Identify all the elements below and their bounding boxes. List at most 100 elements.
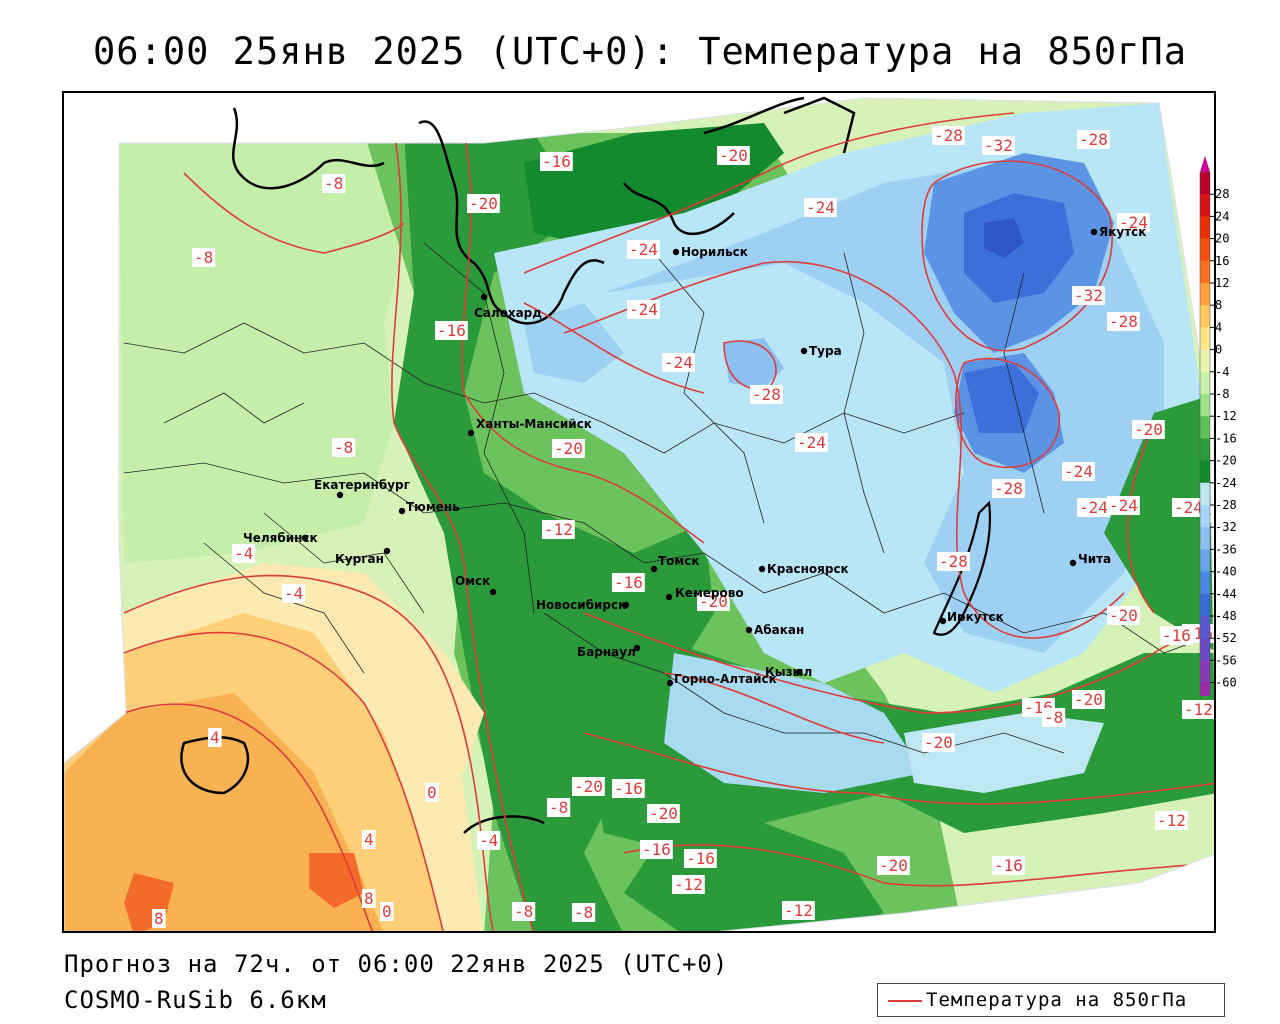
city-label: Кемерово (675, 586, 744, 600)
contour-label-box (1072, 690, 1105, 709)
colorbar-swatch (1200, 283, 1210, 306)
contour-label-box (932, 126, 965, 145)
contour-label-box (1160, 626, 1193, 645)
model-domain-border (64, 97, 1214, 931)
contour-label: -8 (334, 438, 353, 457)
colorbar-tick-label: -24 (1215, 476, 1237, 490)
map-canvas: -16 -20 -8 -20 -24 -24 -28 -32 -28 -8 -24 -16 -24 -32… (64, 96, 1214, 931)
contour-label: -20 (1109, 606, 1138, 625)
contour-label-box (612, 779, 645, 798)
colorbar-tick-label: -52 (1215, 631, 1237, 645)
contour-label-box (435, 321, 468, 340)
city-label: Тура (809, 344, 842, 358)
colorbar-tick-label: 8 (1215, 298, 1222, 312)
contour-labels: -16 -20 -8 -20 -24 -24 -28 -32 -28 -8 -24 -16 -24 -32… (152, 126, 1214, 928)
colorbar-swatch (1200, 682, 1210, 696)
contour-label-box (672, 875, 705, 894)
contour-label: -24 (629, 240, 658, 259)
contour-label: -20 (719, 146, 748, 165)
contour-label-box (380, 902, 394, 921)
contour-label-box (1182, 700, 1214, 719)
contour-label: 4 (364, 830, 374, 849)
colorbar-swatch (1200, 527, 1210, 550)
contour-label-box (362, 889, 376, 908)
contour-label: -20 (879, 856, 908, 875)
contour-label-box (1107, 606, 1140, 625)
city-dot (467, 429, 475, 437)
city-dot (633, 644, 641, 652)
city-dot (1069, 559, 1077, 567)
city-dot (1090, 228, 1098, 236)
city-dot (383, 547, 391, 555)
model-caption: COSMO-RuSib 6.6км (64, 986, 327, 1014)
city-dot (758, 565, 766, 573)
city-dot (489, 588, 497, 596)
contour-label: -4 (479, 831, 498, 850)
city-label: Томск (658, 554, 700, 568)
city-label: Салехард (474, 306, 542, 320)
contour-label-box (717, 146, 750, 165)
contour-label-box (152, 909, 166, 928)
contour-label-box (877, 856, 910, 875)
contour-label-box (1077, 498, 1110, 517)
colorbar-tick-label: -32 (1215, 520, 1237, 534)
contour-label-box (512, 902, 536, 921)
contour-label-box (662, 353, 695, 372)
contour-label: -24 (797, 433, 826, 452)
contour-label: -20 (699, 592, 728, 611)
contour-label-box (282, 584, 306, 603)
contour-label: 0 (427, 783, 437, 802)
contour-label-box (572, 903, 596, 922)
contour-label: -28 (994, 479, 1023, 498)
colorbar-tick-label: 16 (1215, 254, 1229, 268)
contour-label-box (750, 385, 783, 404)
colorbar-swatch (1200, 438, 1210, 462)
contour-label: -24 (664, 353, 693, 372)
contour-label: -32 (1074, 286, 1103, 305)
contour-label-box (477, 831, 501, 850)
colorbar-tick-label: -36 (1215, 542, 1237, 556)
contour-label-box (208, 728, 222, 747)
contour-label: -28 (1079, 130, 1108, 149)
contour-label-box (782, 901, 815, 920)
contour-label-box (547, 798, 571, 817)
contour-label: -24 (1064, 462, 1093, 481)
colorbar-tick-label: -44 (1215, 587, 1237, 601)
contour-label: -8 (324, 174, 343, 193)
temperature-fill-layers (64, 98, 1214, 931)
contour-label: -20 (1134, 420, 1163, 439)
city-label: Новосибирск (536, 598, 626, 612)
contour-label: 4 (210, 728, 220, 747)
colorbar-swatch (1200, 327, 1210, 351)
contour-label: -16 (542, 152, 571, 171)
city-label: Якутск (1099, 225, 1146, 239)
colorbar-tick-label: -28 (1215, 498, 1237, 512)
city-label: Барнаул (577, 645, 636, 659)
colorbar-swatch (1200, 593, 1210, 617)
colorbar-swatches (1199, 156, 1211, 696)
city-label: Курган (335, 552, 384, 566)
contour-label-box (1107, 496, 1140, 515)
colorbar-tick-label: 4 (1215, 320, 1222, 334)
colorbar-swatch (1200, 505, 1210, 528)
contour-label-box (572, 777, 605, 796)
city-label: Красноярск (767, 562, 849, 576)
contour-label-box (804, 198, 837, 217)
contour-label: -16 (642, 840, 671, 859)
colorbar-tick-label: 28 (1215, 187, 1229, 201)
contour-label-box (627, 300, 660, 319)
contour-label-box (982, 136, 1015, 155)
colorbar-swatch (1200, 238, 1210, 262)
contour-label: -20 (574, 777, 603, 796)
colorbar-swatch (1200, 638, 1210, 661)
contour-label: -16 (994, 856, 1023, 875)
contour-label: -24 (1079, 498, 1108, 517)
colorbar-swatch (1200, 305, 1210, 328)
contour-label-box (1072, 286, 1105, 305)
colorbar-tick-label: -56 (1215, 653, 1237, 667)
contour-label-box (937, 552, 970, 571)
contour-label: -32 (984, 136, 1013, 155)
city-label: Иркутск (947, 610, 1004, 624)
colorbar-swatch (1200, 349, 1210, 373)
colorbar-swatch (1200, 660, 1210, 684)
